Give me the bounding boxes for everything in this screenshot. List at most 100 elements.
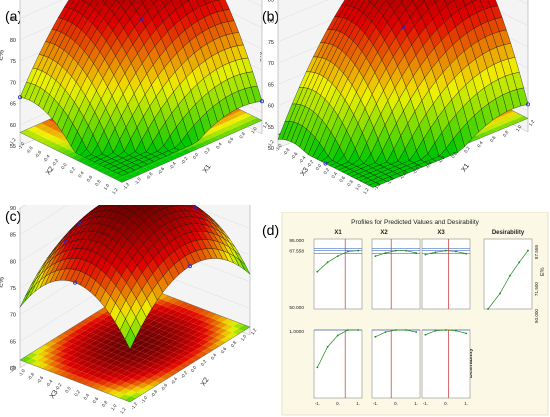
floor-contour-cell <box>165 321 177 327</box>
floor-contour-cell <box>198 327 210 334</box>
profile-point-bottom <box>465 332 468 335</box>
floor-contour-cell <box>159 318 171 325</box>
floor-contour-cell <box>146 338 158 344</box>
floor-contour-cell <box>74 322 86 329</box>
design-point <box>187 264 192 269</box>
floor-contour-cell <box>181 333 193 339</box>
floor-contour-cell <box>87 363 99 370</box>
floor-contour-cell <box>515 116 528 122</box>
floor-contour-cell <box>48 360 60 367</box>
floor-contour-cell <box>162 356 174 362</box>
floor-contour-cell <box>152 334 164 341</box>
floor-contour-cell <box>182 315 194 322</box>
floor-contour-cell <box>176 319 188 326</box>
profile-point-top <box>415 252 418 254</box>
x-axis-label: X2 <box>200 377 211 388</box>
floor-contour-cell <box>50 144 63 150</box>
floor-contour-cell <box>498 114 511 120</box>
floor-contour-cell <box>191 343 203 350</box>
floor-contour-cell <box>35 136 48 143</box>
floor-contour-cell <box>150 363 162 370</box>
floor-contour-cell <box>222 318 234 325</box>
floor-contour-cell <box>107 329 119 336</box>
y-tick-label: -0.4 <box>298 155 307 165</box>
y-tick-label: 0.8 <box>101 399 109 407</box>
design-point <box>138 16 143 21</box>
floor-contour-cell <box>137 167 150 174</box>
floor-contour-cell <box>85 320 97 327</box>
floor-contour-cell <box>55 345 67 352</box>
floor-contour-cell <box>108 384 120 390</box>
floor-contour-cell <box>223 124 236 131</box>
floor-contour-cell <box>162 350 174 357</box>
floor-contour-cell <box>211 125 224 131</box>
floor-contour-cell <box>189 306 201 312</box>
x-tick-label: 1.2 <box>262 121 270 129</box>
floor-contour-cell <box>487 123 500 129</box>
floor-contour-cell <box>93 360 105 366</box>
desirability-point <box>518 261 521 264</box>
floor-contour-cell <box>47 366 59 373</box>
profile-point-bottom <box>434 329 437 332</box>
y-tick-label: 0.4 <box>82 392 90 400</box>
z-axis-label: E% <box>0 276 6 288</box>
floor-contour-cell <box>54 133 67 139</box>
z-tick-label: 60 <box>10 366 16 372</box>
x-tick-label: -0.6 <box>411 165 420 175</box>
floor-contour-cell <box>89 340 101 347</box>
floor-contour-cell <box>216 322 228 329</box>
y-tick-label: 1.2 <box>119 406 127 414</box>
floor-contour-cell <box>179 356 191 363</box>
x-tick-label: 0.6 <box>227 136 235 144</box>
floor-contour-cell <box>143 373 155 380</box>
profile-point-bottom <box>444 329 447 331</box>
panel-label-c: (c) <box>5 208 22 224</box>
floor-contour-cell <box>170 328 182 335</box>
floor-contour-cell <box>64 367 76 374</box>
floor-contour-cell <box>67 332 79 338</box>
z-tick-label: 65 <box>268 82 274 88</box>
profile-point-bottom <box>405 329 407 331</box>
x-tick-label: 0.4 <box>476 140 484 148</box>
y-tick-label: 0.6 <box>92 396 100 404</box>
floor-contour-cell <box>205 312 217 319</box>
floor-contour-cell <box>200 310 212 317</box>
floor-contour-cell <box>123 173 136 180</box>
panel-label-b: (b) <box>262 8 280 24</box>
floor-contour-cell <box>227 113 240 120</box>
profile-point-bottom <box>384 331 387 333</box>
floor-contour-cell <box>142 384 154 391</box>
floor-contour-cell <box>158 330 170 337</box>
floor-contour-cell <box>119 394 131 400</box>
floor-contour-cell <box>55 146 68 153</box>
y-tick-label: 0.8 <box>94 178 102 186</box>
floor-contour-cell <box>209 331 221 338</box>
floor-contour-cell <box>84 332 96 339</box>
floor-contour-cell <box>69 375 81 381</box>
floor-contour-cell <box>145 355 157 362</box>
floor-contour-cell <box>204 329 216 336</box>
floor-contour-cell <box>132 369 144 375</box>
floor-contour-cell <box>192 337 204 344</box>
floor-contour-cell <box>190 354 202 361</box>
floor-contour-cell <box>137 382 149 389</box>
floor-contour-cell <box>163 344 175 351</box>
floor-contour-cell <box>144 361 156 368</box>
floor-contour-cell <box>137 376 149 383</box>
z-tick-label: 90 <box>10 0 16 1</box>
x-tick-label: 0.2 <box>200 358 208 366</box>
floor-contour-cell <box>112 337 124 344</box>
y-tick-label: 0.2 <box>73 389 81 397</box>
floor-contour-cell <box>115 374 127 381</box>
y-tick-label: 0.6 <box>338 175 346 183</box>
floor-contour-cell <box>155 305 167 311</box>
floor-contour-cell <box>97 385 109 392</box>
floor-contour-cell <box>199 316 211 322</box>
floor-contour-cell <box>119 388 131 395</box>
floor-contour-cell <box>155 365 167 372</box>
floor-contour-cell <box>114 380 126 387</box>
floor-contour-cell <box>47 136 60 142</box>
floor-contour-cell <box>50 337 62 344</box>
floor-contour-cell <box>207 136 220 143</box>
floor-contour-cell <box>79 330 91 337</box>
